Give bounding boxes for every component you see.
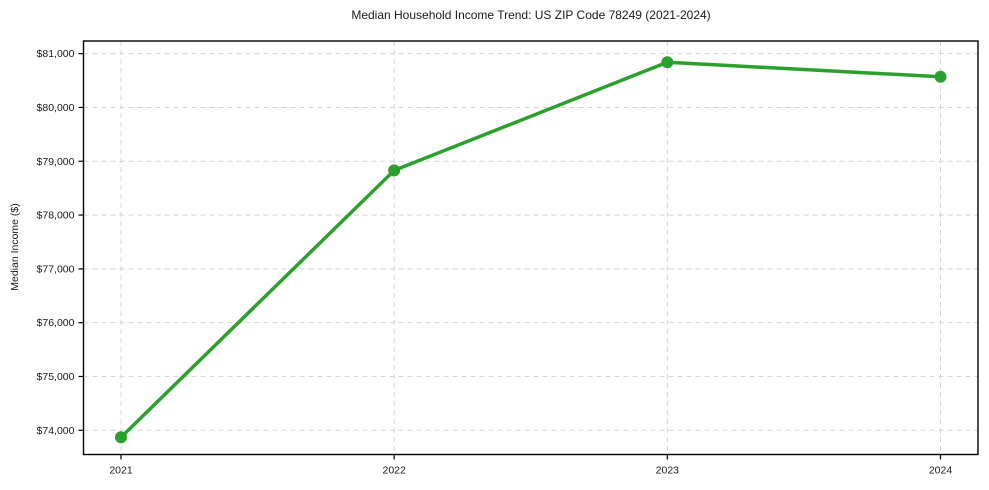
y-tick-label: $81,000 xyxy=(37,48,75,60)
y-tick-label: $74,000 xyxy=(37,425,75,437)
x-tick-label: 2023 xyxy=(656,465,680,477)
x-tick-label: 2022 xyxy=(382,465,406,477)
y-tick-label: $80,000 xyxy=(37,102,75,114)
trend-line xyxy=(119,60,943,440)
y-tick-label: $75,000 xyxy=(37,371,75,383)
x-tick-label: 2024 xyxy=(929,465,953,477)
plot-border xyxy=(82,40,979,456)
chart-title: Median Household Income Trend: US ZIP Co… xyxy=(351,8,711,22)
data-point-marker xyxy=(934,70,947,83)
data-point-marker xyxy=(661,56,674,69)
data-point-marker xyxy=(115,431,127,444)
y-tick-label: $76,000 xyxy=(37,317,75,329)
y-tick-label: $77,000 xyxy=(37,263,75,275)
data-point-marker xyxy=(388,164,401,177)
x-tick-label: 2021 xyxy=(109,465,133,477)
y-tick-label: $78,000 xyxy=(37,210,75,222)
y-tick-label: $79,000 xyxy=(37,156,75,168)
